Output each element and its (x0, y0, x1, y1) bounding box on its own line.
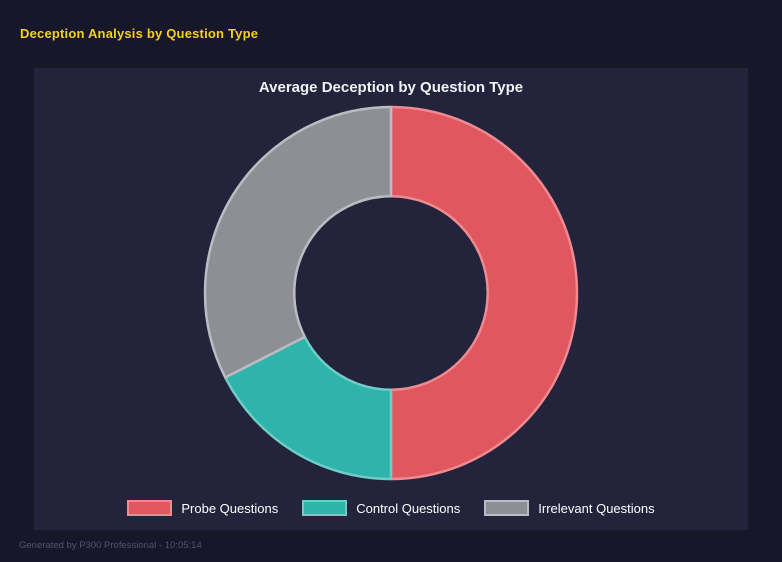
legend-label: Control Questions (356, 500, 461, 516)
legend-label: Probe Questions (181, 500, 279, 516)
donut-segment-control-questions[interactable] (224, 335, 393, 481)
chart-title: Average Deception by Question Type (258, 79, 524, 96)
probe-questions-swatch (127, 500, 173, 516)
legend-item-probe-questions[interactable]: Probe Questions (127, 500, 278, 516)
control-questions-swatch (302, 500, 348, 516)
donut-segment-irrelevant-questions[interactable] (203, 105, 393, 379)
chart-panel: Average Deception by Question Type Probe… (34, 68, 748, 530)
donut-segment-probe-questions[interactable] (389, 105, 579, 481)
legend-label: Irrelevant Questions (538, 500, 655, 516)
legend-item-irrelevant-questions[interactable]: Irrelevant Questions (484, 500, 655, 516)
footer-status-text: Generated by P300 Professional - 10:05:1… (19, 540, 202, 551)
chart-legend: Probe Questions Control Questions Irrele… (34, 500, 748, 516)
irrelevant-questions-swatch (484, 500, 530, 516)
page-title: Deception Analysis by Question Type (20, 26, 259, 41)
doughnut-chart[interactable] (34, 68, 748, 530)
legend-item-control-questions[interactable]: Control Questions (302, 500, 460, 516)
